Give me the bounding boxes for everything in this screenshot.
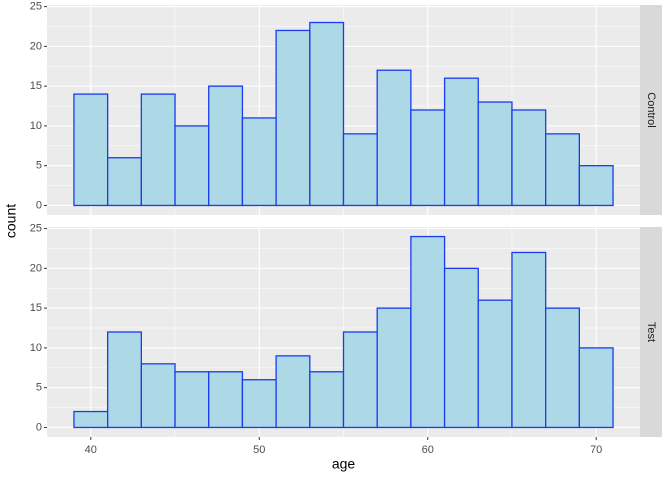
facet-strip — [640, 5, 662, 215]
y-tick-label: 10 — [30, 342, 42, 354]
y-tick-label: 5 — [36, 382, 42, 394]
bar — [477, 101, 513, 207]
bar — [106, 157, 142, 207]
bar — [241, 117, 277, 207]
bar — [443, 267, 479, 429]
bar — [545, 307, 581, 429]
y-tick-label: 10 — [30, 120, 42, 132]
bar — [106, 331, 142, 429]
bar — [174, 371, 210, 429]
x-tick-label: 50 — [253, 444, 265, 456]
bar — [208, 371, 244, 429]
bar — [174, 125, 210, 207]
bar — [410, 235, 446, 429]
bar — [73, 410, 109, 429]
y-tick-label: 0 — [36, 421, 42, 433]
y-tick-label: 0 — [36, 199, 42, 211]
bar — [342, 133, 378, 207]
x-tick-label: 70 — [590, 444, 602, 456]
bar — [140, 93, 176, 207]
bar — [275, 29, 311, 207]
bar — [208, 85, 244, 207]
bar — [578, 347, 614, 429]
bar — [578, 165, 614, 207]
facet-strip — [640, 227, 662, 437]
bar — [511, 251, 547, 429]
bar — [241, 379, 277, 429]
bar — [73, 93, 109, 207]
bar — [410, 109, 446, 207]
facet-label: Test — [645, 322, 657, 342]
y-tick-label: 15 — [30, 80, 42, 92]
y-tick-label: 20 — [30, 262, 42, 274]
x-axis-label: age — [332, 456, 356, 472]
bar — [376, 69, 412, 207]
x-tick-label: 60 — [422, 444, 434, 456]
bar — [545, 133, 581, 207]
bar — [443, 77, 479, 207]
y-tick-label: 20 — [30, 40, 42, 52]
bar — [140, 363, 176, 429]
y-tick-label: 25 — [30, 222, 42, 234]
y-tick-label: 25 — [30, 0, 42, 12]
bar — [477, 299, 513, 429]
bar — [342, 331, 378, 429]
x-tick-label: 40 — [85, 444, 97, 456]
y-tick-label: 5 — [36, 160, 42, 172]
facet-label: Control — [645, 92, 657, 127]
bar — [275, 355, 311, 429]
bar — [309, 21, 345, 207]
bar — [376, 307, 412, 429]
bar — [511, 109, 547, 207]
bar — [309, 371, 345, 429]
y-axis-label: count — [3, 204, 19, 238]
y-tick-label: 15 — [30, 302, 42, 314]
